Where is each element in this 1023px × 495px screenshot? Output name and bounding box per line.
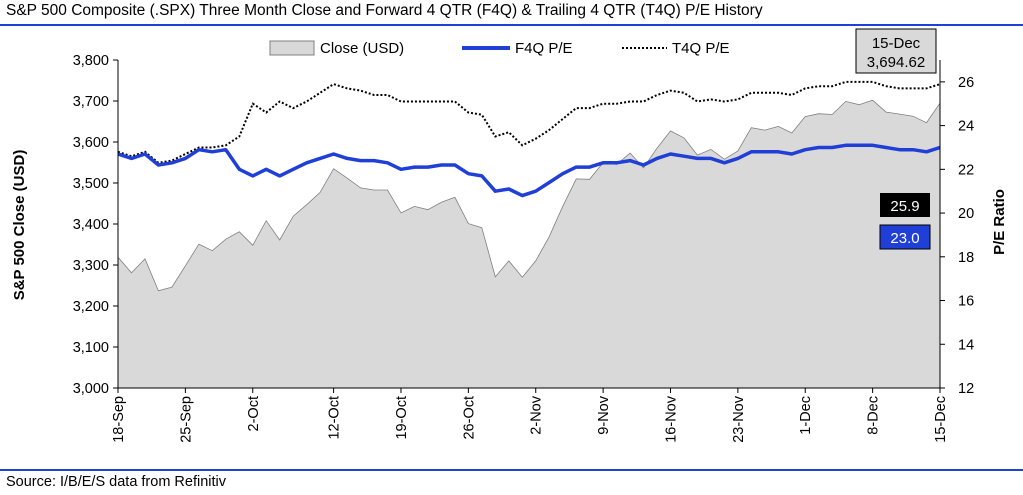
badge-f4q — [879, 224, 931, 250]
close-callout: 15-Dec 3,694.62 — [855, 28, 937, 74]
x-tick-label: 1-Dec — [798, 396, 814, 435]
y-left-tick-label: 3,700 — [73, 94, 109, 110]
callout-box — [855, 28, 937, 74]
x-tick-label: 12-Oct — [327, 396, 343, 440]
end-label-f4q: 23.0 — [879, 224, 931, 250]
y-left-tick-label: 3,300 — [73, 258, 109, 274]
x-tick-label: 9-Nov — [596, 395, 612, 434]
y-left-tick-label: 3,000 — [73, 381, 109, 397]
y-left-tick-label: 3,400 — [73, 217, 109, 233]
t4q-line — [117, 80, 941, 164]
y-right-tick-label: 16 — [958, 294, 974, 310]
end-label-t4q: 25.9 — [880, 193, 930, 217]
f4q-line — [117, 143, 941, 198]
x-tick-label: 8-Dec — [866, 396, 882, 435]
legend-label-f4q: F4Q P/E — [515, 40, 573, 57]
legend-label-close: Close (USD) — [320, 40, 404, 57]
y-right-tick-label: 14 — [958, 337, 974, 353]
badge-f4q-text: 23.0 — [890, 230, 919, 247]
y-left-tick-label: 3,600 — [73, 135, 109, 151]
top-rule — [0, 24, 1023, 26]
badge-t4q — [880, 193, 930, 217]
y-right-tick-label: 26 — [958, 75, 974, 91]
y-left-tick-label: 3,500 — [73, 176, 109, 192]
y-right-tick-label: 18 — [958, 250, 974, 266]
x-tick-label: 2-Nov — [529, 395, 545, 434]
legend: Close (USD) F4Q P/E T4Q P/E — [269, 40, 730, 57]
callout-date: 15-Dec — [872, 35, 921, 52]
close-area — [117, 99, 941, 389]
y-left-tick-label: 3,100 — [73, 340, 109, 356]
chart-title: S&P 500 Composite (.SPX) Three Month Clo… — [6, 2, 763, 19]
source-note: Source: I/B/E/S data from Refinitiv — [6, 474, 227, 490]
badge-t4q-text: 25.9 — [890, 198, 919, 215]
x-tick-label: 18-Sep — [111, 396, 127, 443]
y-left-tick-label: 3,200 — [73, 299, 109, 315]
y-right-tick-label: 20 — [958, 206, 974, 222]
pe-lines-layer — [117, 80, 941, 198]
y-right-tick-label: 24 — [958, 119, 974, 135]
legend-swatch-close — [269, 40, 315, 56]
x-tick-label: 15-Dec — [933, 396, 949, 443]
y-axis-left-title: S&P 500 Close (USD) — [11, 150, 28, 301]
y-left-tick-label: 3,800 — [73, 53, 109, 69]
close-area-layer — [117, 99, 941, 389]
x-tick-label: 23-Nov — [731, 395, 747, 442]
y-right-tick-label: 22 — [958, 162, 974, 178]
y-axis-right-title: P/E Ratio — [991, 189, 1008, 255]
x-tick-label: 19-Oct — [394, 396, 410, 440]
x-tick-label: 16-Nov — [663, 395, 679, 442]
bottom-rule — [0, 469, 1023, 471]
x-tick-label: 25-Sep — [178, 396, 194, 443]
axes-layer: 3,000 3,100 3,200 3,300 3,400 3,500 3,600 3,700… — [73, 53, 974, 443]
y-right-tick-label: 12 — [958, 381, 974, 397]
legend-label-t4q: T4Q P/E — [672, 40, 730, 57]
x-tick-label: 26-Oct — [461, 396, 477, 440]
callout-value: 3,694.62 — [867, 54, 925, 71]
x-tick-label: 2-Oct — [246, 396, 262, 431]
